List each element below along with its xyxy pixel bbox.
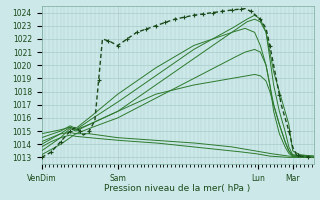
X-axis label: Pression niveau de la mer( hPa ): Pression niveau de la mer( hPa ) bbox=[104, 184, 251, 193]
